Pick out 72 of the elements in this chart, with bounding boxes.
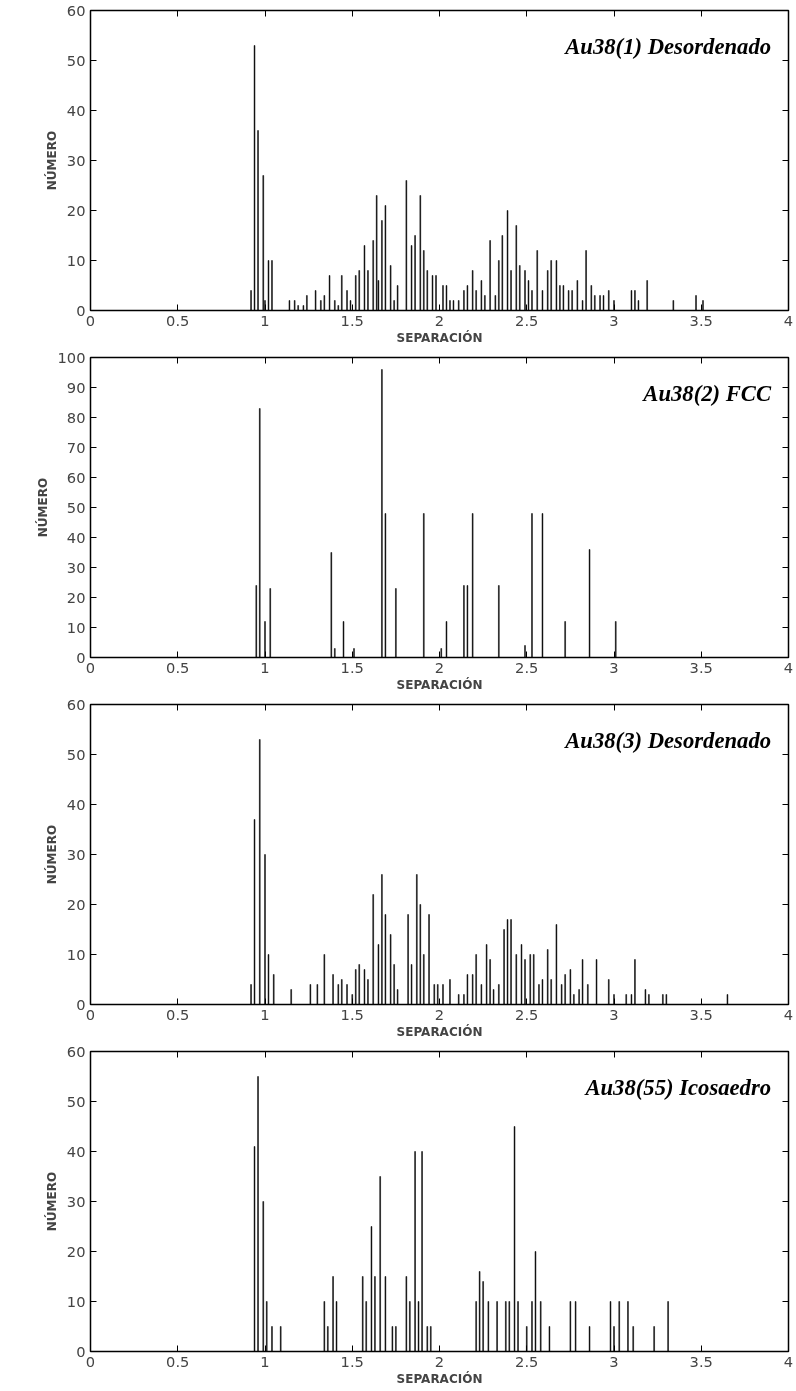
y-tick-label: 10 xyxy=(66,618,86,636)
y-tick-label: 20 xyxy=(66,895,86,913)
x-tick-label: 2 xyxy=(434,658,445,676)
x-tick-label: 2.5 xyxy=(515,658,539,676)
x-axis-title: SEPARACIÓN xyxy=(396,1023,483,1039)
x-axis-title: SEPARACIÓN xyxy=(396,329,483,345)
x-tick-label: 1.5 xyxy=(340,658,364,676)
y-tick-label: 100 xyxy=(57,348,86,366)
y-tick-label: 50 xyxy=(66,745,86,763)
x-tick-label: 4 xyxy=(783,311,794,329)
y-tick-label: 30 xyxy=(66,1192,86,1210)
y-axis-title: NÚMERO xyxy=(34,477,50,538)
x-tick-label: 0.5 xyxy=(166,658,190,676)
y-tick-label: 30 xyxy=(66,151,86,169)
y-tick-label: 20 xyxy=(66,201,86,219)
x-tick-label: 1 xyxy=(260,1352,270,1370)
x-tick-label: 3 xyxy=(609,1005,619,1023)
x-tick-label: 2.5 xyxy=(515,311,539,329)
y-tick-label: 30 xyxy=(66,845,86,863)
x-tick-label: 0.5 xyxy=(166,1352,190,1370)
y-tick-label: 40 xyxy=(66,1142,86,1160)
y-tick-label: 70 xyxy=(66,438,86,456)
x-tick-label: 2 xyxy=(434,311,445,329)
y-tick-label: 80 xyxy=(66,408,86,426)
x-tick-label: 3.5 xyxy=(689,658,713,676)
x-tick-label: 3.5 xyxy=(689,1352,713,1370)
x-tick-label: 4 xyxy=(783,1005,794,1023)
x-tick-label: 2 xyxy=(434,1352,445,1370)
y-tick-label: 40 xyxy=(66,528,86,546)
x-tick-label: 1 xyxy=(260,658,270,676)
x-tick-label: 4 xyxy=(783,658,794,676)
x-tick-label: 1 xyxy=(260,311,270,329)
text: Au38(55) Icosaedro xyxy=(583,1075,772,1100)
x-tick-label: 3.5 xyxy=(689,311,713,329)
text: Au38(2) FCC xyxy=(641,381,772,406)
y-tick-label: 50 xyxy=(66,498,86,516)
y-tick-label: 50 xyxy=(66,51,86,69)
y-tick-label: 40 xyxy=(66,101,86,119)
y-tick-label: 40 xyxy=(66,795,86,813)
y-tick-label: 60 xyxy=(66,1,86,19)
x-tick-label: 1.5 xyxy=(340,1005,364,1023)
x-axis-title: SEPARACIÓN xyxy=(396,1370,483,1386)
y-tick-label: 30 xyxy=(66,558,86,576)
x-tick-label: 0.5 xyxy=(166,1005,190,1023)
y-tick-label: 10 xyxy=(66,1292,86,1310)
x-tick-label: 1.5 xyxy=(340,1352,364,1370)
y-axis-title: NÚMERO xyxy=(43,130,59,191)
y-tick-label: 90 xyxy=(66,378,86,396)
y-tick-label: 60 xyxy=(66,468,86,486)
x-tick-label: 0.5 xyxy=(166,311,190,329)
x-tick-label: 1 xyxy=(260,1005,270,1023)
text: Au38(3) Desordenado xyxy=(563,728,772,753)
x-axis-title: SEPARACIÓN xyxy=(396,676,483,692)
x-tick-label: 2.5 xyxy=(515,1005,539,1023)
y-tick-label: 60 xyxy=(66,695,86,713)
text: Au38(1) Desordenado xyxy=(563,34,772,59)
x-tick-label: 3 xyxy=(609,1352,619,1370)
x-tick-label: 2.5 xyxy=(515,1352,539,1370)
x-tick-label: 3.5 xyxy=(689,1005,713,1023)
x-tick-label: 3 xyxy=(609,658,619,676)
x-tick-label: 1.5 xyxy=(340,311,364,329)
x-tick-label: 3 xyxy=(609,311,619,329)
y-axis-title: NÚMERO xyxy=(43,1171,59,1232)
y-tick-label: 10 xyxy=(66,945,86,963)
x-tick-label: 4 xyxy=(783,1352,794,1370)
y-axis-title: NÚMERO xyxy=(43,824,59,885)
y-tick-label: 60 xyxy=(66,1042,86,1060)
y-tick-label: 20 xyxy=(66,1242,86,1260)
y-tick-label: 10 xyxy=(66,251,86,269)
y-tick-label: 50 xyxy=(66,1092,86,1110)
x-tick-label: 2 xyxy=(434,1005,445,1023)
y-tick-label: 20 xyxy=(66,588,86,606)
